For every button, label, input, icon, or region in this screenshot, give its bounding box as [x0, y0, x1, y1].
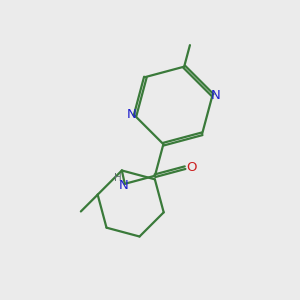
Text: N: N — [211, 88, 221, 101]
Text: O: O — [186, 161, 197, 174]
Text: H: H — [114, 173, 122, 184]
Text: N: N — [118, 179, 128, 192]
Text: N: N — [127, 108, 136, 121]
